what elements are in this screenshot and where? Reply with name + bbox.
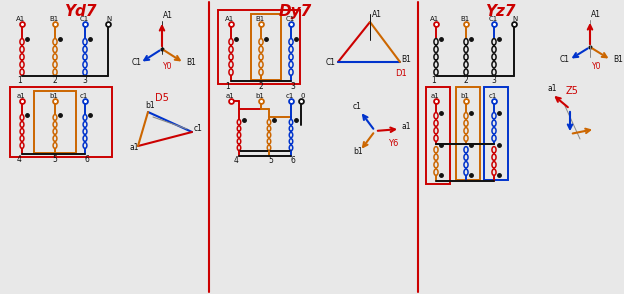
Text: 5: 5 — [268, 156, 273, 165]
Text: 1: 1 — [432, 76, 436, 85]
Text: a1: a1 — [226, 93, 235, 99]
Bar — [484, 87, 508, 180]
Text: b1: b1 — [461, 93, 469, 99]
Text: B1: B1 — [401, 55, 411, 64]
Text: 4: 4 — [233, 156, 238, 165]
Text: B1: B1 — [186, 58, 196, 67]
Text: c1: c1 — [489, 93, 497, 99]
Text: a1: a1 — [130, 143, 140, 152]
Text: C1: C1 — [326, 58, 336, 67]
Text: B1: B1 — [255, 16, 265, 22]
Bar — [218, 10, 300, 84]
Text: C1: C1 — [79, 16, 89, 22]
Text: Dy7: Dy7 — [278, 4, 311, 19]
Bar — [456, 87, 480, 180]
Text: b1: b1 — [49, 93, 59, 99]
Text: 2: 2 — [464, 76, 469, 85]
Text: B1: B1 — [613, 55, 623, 64]
Text: c1: c1 — [286, 93, 294, 99]
Text: a1: a1 — [17, 93, 26, 99]
Text: D5: D5 — [155, 93, 169, 103]
Text: b1: b1 — [256, 93, 265, 99]
Text: A1: A1 — [225, 16, 235, 22]
Text: 3: 3 — [492, 76, 497, 85]
Text: 1: 1 — [226, 82, 230, 91]
Text: 1: 1 — [17, 76, 22, 85]
Text: c1: c1 — [80, 93, 88, 99]
Text: 6: 6 — [291, 156, 295, 165]
Text: A1: A1 — [431, 16, 440, 22]
Text: 6: 6 — [85, 155, 89, 164]
Text: C1: C1 — [560, 55, 570, 64]
Text: Yz7: Yz7 — [485, 4, 515, 19]
Bar — [426, 87, 450, 184]
Text: c1: c1 — [194, 124, 203, 133]
Text: 3: 3 — [291, 82, 295, 91]
Text: Z5: Z5 — [565, 86, 578, 96]
Text: 0: 0 — [301, 93, 305, 99]
Text: b1: b1 — [145, 101, 155, 110]
Text: 2: 2 — [52, 76, 57, 85]
Text: c1: c1 — [353, 102, 362, 111]
Text: 2: 2 — [258, 82, 263, 91]
Text: A1: A1 — [591, 10, 601, 19]
Text: C1: C1 — [285, 16, 295, 22]
Text: C1: C1 — [132, 58, 142, 67]
Text: A1: A1 — [16, 16, 26, 22]
Text: N: N — [106, 16, 112, 22]
Text: 4: 4 — [17, 155, 21, 164]
Text: A1: A1 — [163, 11, 173, 20]
Text: B1: B1 — [461, 16, 470, 22]
Text: C1: C1 — [489, 16, 497, 22]
Text: B1: B1 — [49, 16, 59, 22]
Text: A1: A1 — [372, 10, 382, 19]
Text: b1: b1 — [353, 147, 363, 156]
Text: D1: D1 — [395, 69, 407, 78]
Text: Yd7: Yd7 — [64, 4, 96, 19]
Bar — [34, 91, 76, 153]
Text: a1: a1 — [431, 93, 439, 99]
Text: Y6: Y6 — [388, 139, 398, 148]
Text: 5: 5 — [52, 155, 57, 164]
Text: Y0: Y0 — [592, 62, 602, 71]
Bar — [251, 14, 281, 80]
Bar — [10, 87, 112, 157]
Text: a1: a1 — [548, 84, 557, 93]
Text: a1: a1 — [402, 122, 411, 131]
Text: Y0: Y0 — [163, 62, 172, 71]
Text: N: N — [512, 16, 518, 22]
Text: 3: 3 — [82, 76, 87, 85]
